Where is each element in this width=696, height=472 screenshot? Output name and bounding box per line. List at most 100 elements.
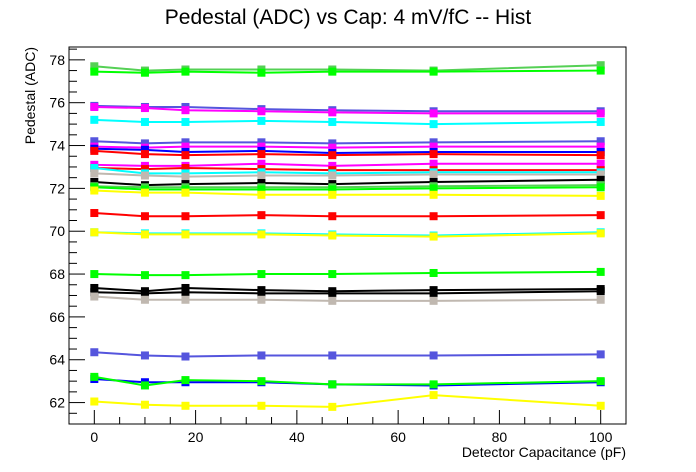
data-point — [596, 211, 605, 220]
series-ch-red-3 — [90, 209, 605, 221]
series-line — [94, 162, 601, 167]
data-point — [596, 175, 605, 184]
data-point — [596, 350, 605, 359]
data-point — [257, 185, 266, 194]
data-point — [90, 137, 99, 146]
y-tick-label: 78 — [49, 52, 65, 68]
x-tick-label: 100 — [589, 429, 613, 445]
data-point — [429, 212, 438, 221]
series-ch-black-3 — [90, 287, 605, 298]
y-tick-label: 70 — [49, 223, 65, 239]
data-point — [429, 268, 438, 277]
series-line — [94, 270, 601, 277]
data-point — [181, 401, 190, 410]
y-axis: 62 64 66 68 70 72 74 76 78 — [49, 48, 85, 414]
data-point — [328, 143, 337, 152]
data-point — [90, 372, 99, 381]
series-line — [94, 118, 601, 126]
data-point — [328, 380, 337, 389]
data-point — [90, 270, 99, 279]
data-point — [140, 150, 149, 159]
series-line — [94, 147, 601, 155]
data-point — [596, 295, 605, 304]
x-tick-label: 60 — [390, 429, 406, 445]
data-point — [257, 377, 266, 386]
data-point — [429, 150, 438, 159]
data-point — [328, 67, 337, 76]
data-point — [429, 142, 438, 151]
series-ch-gray-2 — [90, 292, 605, 305]
data-point — [257, 138, 266, 147]
x-tick-label: 20 — [188, 429, 204, 445]
data-point — [429, 120, 438, 129]
data-point — [328, 231, 337, 240]
data-point — [596, 66, 605, 75]
data-point — [429, 296, 438, 305]
data-point — [181, 106, 190, 115]
data-point — [429, 380, 438, 389]
data-point — [140, 351, 149, 360]
series-ch-green-3 — [90, 267, 605, 280]
x-axis-label: Detector Capacitance (pF) — [462, 444, 626, 460]
series-line — [94, 145, 601, 149]
data-point — [257, 289, 266, 298]
data-point — [140, 188, 149, 197]
data-point — [429, 109, 438, 118]
series-line — [94, 286, 601, 293]
data-point — [181, 295, 190, 304]
data-point — [328, 289, 337, 298]
data-point — [328, 212, 337, 221]
data-point — [596, 183, 605, 192]
data-point — [328, 190, 337, 199]
data-point — [140, 68, 149, 77]
series-line — [94, 167, 601, 172]
data-point — [181, 188, 190, 197]
data-point — [328, 185, 337, 194]
series-ch-yellow-2 — [90, 228, 605, 241]
data-point — [140, 295, 149, 304]
series-line — [94, 295, 601, 302]
data-point — [429, 190, 438, 199]
x-tick-label: 0 — [90, 429, 98, 445]
data-point — [181, 212, 190, 221]
data-point — [328, 151, 337, 160]
data-point — [328, 351, 337, 360]
data-point — [181, 164, 190, 173]
data-point — [90, 209, 99, 218]
data-point — [596, 401, 605, 410]
series-ch-magenta-1 — [90, 102, 605, 118]
y-tick-label: 66 — [49, 309, 65, 325]
series-ch-yellow-3 — [90, 391, 605, 411]
data-point — [429, 159, 438, 168]
data-point — [429, 184, 438, 193]
data-point — [596, 61, 605, 70]
data-point — [90, 186, 99, 195]
y-tick-label: 62 — [49, 395, 65, 411]
data-point — [596, 117, 605, 126]
y-tick-label: 64 — [49, 352, 65, 368]
y-tick-label: 68 — [49, 266, 65, 282]
data-point — [140, 145, 149, 154]
x-axis: 0 20 40 60 80 100 — [90, 410, 627, 445]
data-point — [90, 102, 99, 111]
data-point — [90, 228, 99, 237]
data-point — [140, 104, 149, 113]
series-line — [94, 212, 601, 218]
data-point — [181, 117, 190, 126]
data-point — [90, 348, 99, 357]
data-point — [328, 270, 337, 279]
series-ch-green-4 — [90, 372, 605, 390]
data-point — [257, 142, 266, 151]
data-point — [596, 137, 605, 146]
series-line — [94, 140, 601, 145]
data-point — [90, 177, 99, 186]
data-point — [596, 287, 605, 296]
data-point — [181, 172, 190, 181]
data-point — [429, 351, 438, 360]
data-point — [596, 109, 605, 118]
data-point — [140, 165, 149, 174]
data-point — [181, 288, 190, 297]
y-axis-label: Pedestal (ADC) — [22, 47, 38, 144]
data-point — [140, 400, 149, 409]
